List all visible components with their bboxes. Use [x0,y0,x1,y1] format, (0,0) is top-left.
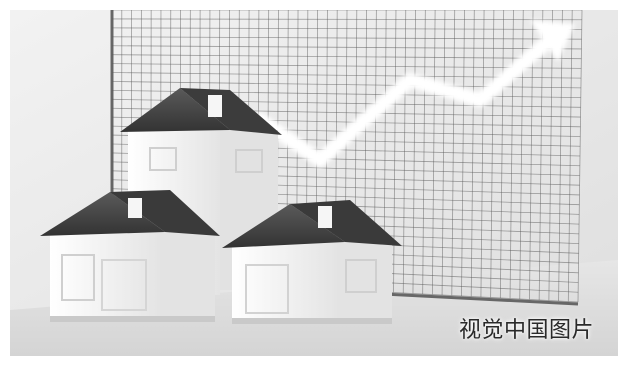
photo-frame: 视觉中国图片 [10,10,618,356]
watermark-text: 视觉中国图片 [458,318,594,343]
scene-illustration [10,10,618,356]
house-front-left [40,190,220,322]
trend-arrow [253,20,575,167]
house-front-right [222,200,402,324]
